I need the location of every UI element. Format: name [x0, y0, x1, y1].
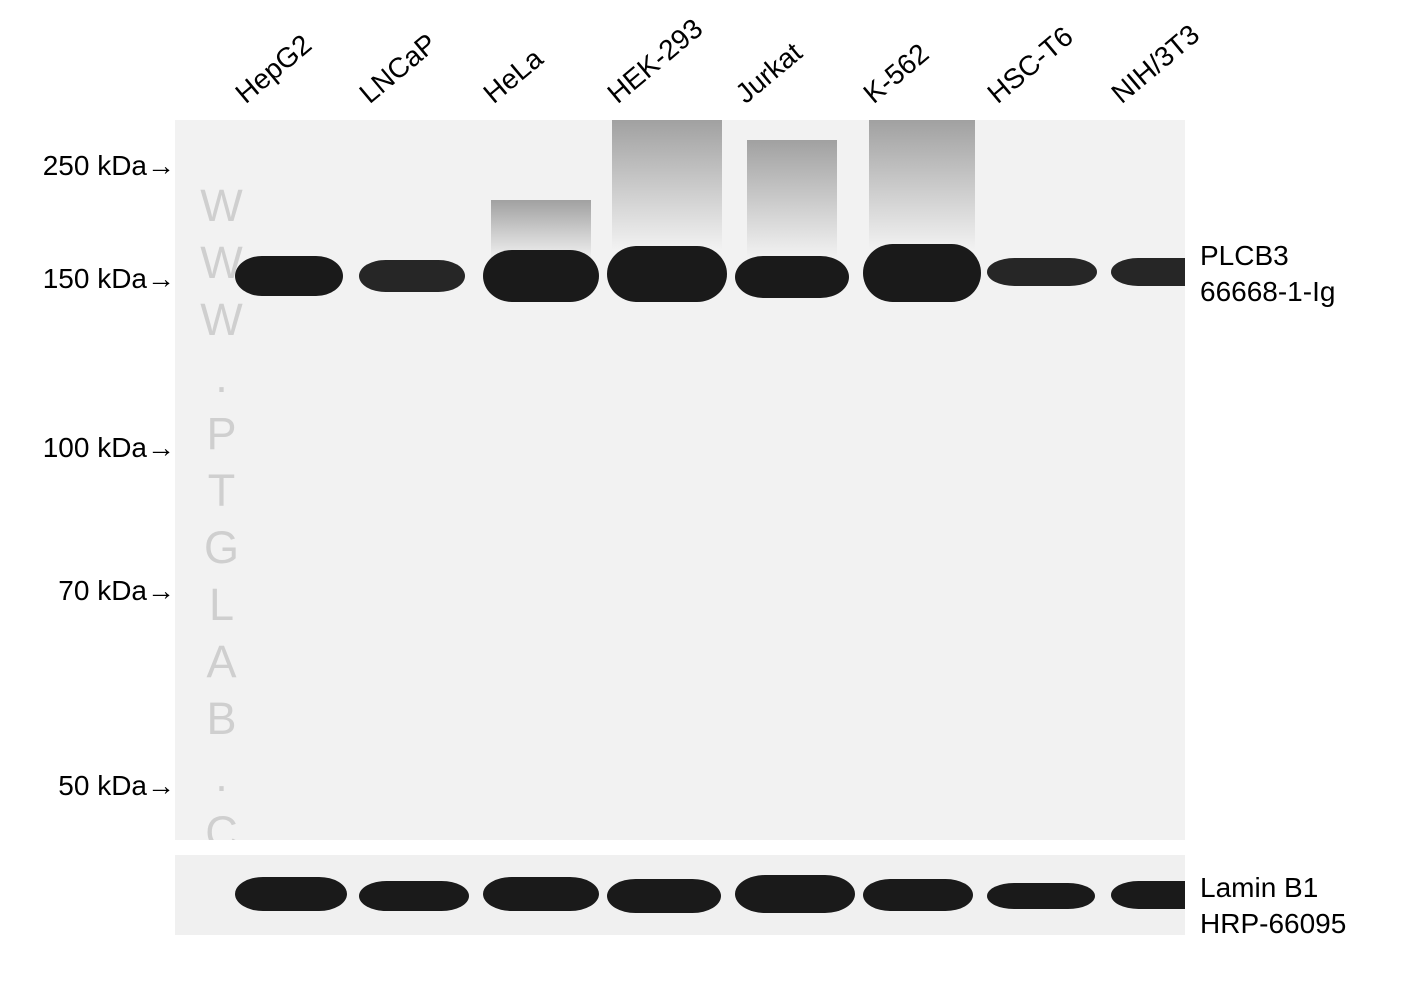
blot-smear: [747, 140, 837, 258]
mw-marker: 250 kDa→: [43, 150, 175, 182]
mw-marker-label: 70 kDa→: [58, 575, 175, 606]
target-catalog: 66668-1-Ig: [1200, 274, 1335, 310]
target-name: PLCB3: [1200, 238, 1335, 274]
loading-catalog: HRP-66095: [1200, 906, 1346, 942]
lane-label: HEK-293: [601, 12, 709, 110]
lane-label: HeLa: [477, 42, 549, 110]
blot-band: [235, 256, 343, 296]
blot-smear: [612, 120, 722, 250]
loading-band: [863, 879, 973, 911]
main-blot-panel: WWW.PTGLAB.COM: [175, 120, 1185, 840]
blot-band: [483, 250, 599, 302]
lane-label: HepG2: [229, 28, 318, 110]
loading-band: [607, 879, 721, 913]
loading-control-panel: [175, 855, 1185, 935]
western-blot-figure: HepG2 LNCaP HeLa HEK-293 Jurkat K-562 HS…: [0, 0, 1415, 993]
mw-marker: 70 kDa→: [58, 575, 175, 607]
loading-antibody-label: Lamin B1 HRP-66095: [1200, 870, 1346, 943]
blot-band: [1111, 258, 1185, 286]
mw-marker: 150 kDa→: [43, 263, 175, 295]
blot-band: [607, 246, 727, 302]
lane-label: LNCaP: [353, 27, 443, 110]
blot-smear: [869, 120, 975, 250]
lane-label: Jurkat: [729, 36, 808, 110]
loading-band: [987, 883, 1095, 909]
loading-band: [483, 877, 599, 911]
loading-band: [235, 877, 347, 911]
lane-labels-container: HepG2 LNCaP HeLa HEK-293 Jurkat K-562 HS…: [175, 0, 1185, 120]
blot-band: [987, 258, 1097, 286]
loading-band: [735, 875, 855, 913]
mw-marker-label: 100 kDa→: [43, 432, 175, 463]
mw-marker: 50 kDa→: [58, 770, 175, 802]
mw-marker-label: 250 kDa→: [43, 150, 175, 181]
mw-marker: 100 kDa→: [43, 432, 175, 464]
blot-band: [735, 256, 849, 298]
lane-label: HSC-T6: [981, 20, 1079, 110]
mw-marker-label: 50 kDa→: [58, 770, 175, 801]
loading-band: [1111, 881, 1185, 909]
lane-label: NIH/3T3: [1105, 18, 1205, 110]
lane-label: K-562: [857, 37, 935, 110]
target-antibody-label: PLCB3 66668-1-Ig: [1200, 238, 1335, 311]
mw-marker-label: 150 kDa→: [43, 263, 175, 294]
loading-name: Lamin B1: [1200, 870, 1346, 906]
mw-markers-container: 250 kDa→ 150 kDa→ 100 kDa→ 70 kDa→ 50 kD…: [0, 120, 175, 840]
blot-band: [359, 260, 465, 292]
blot-band: [863, 244, 981, 302]
loading-band: [359, 881, 469, 911]
